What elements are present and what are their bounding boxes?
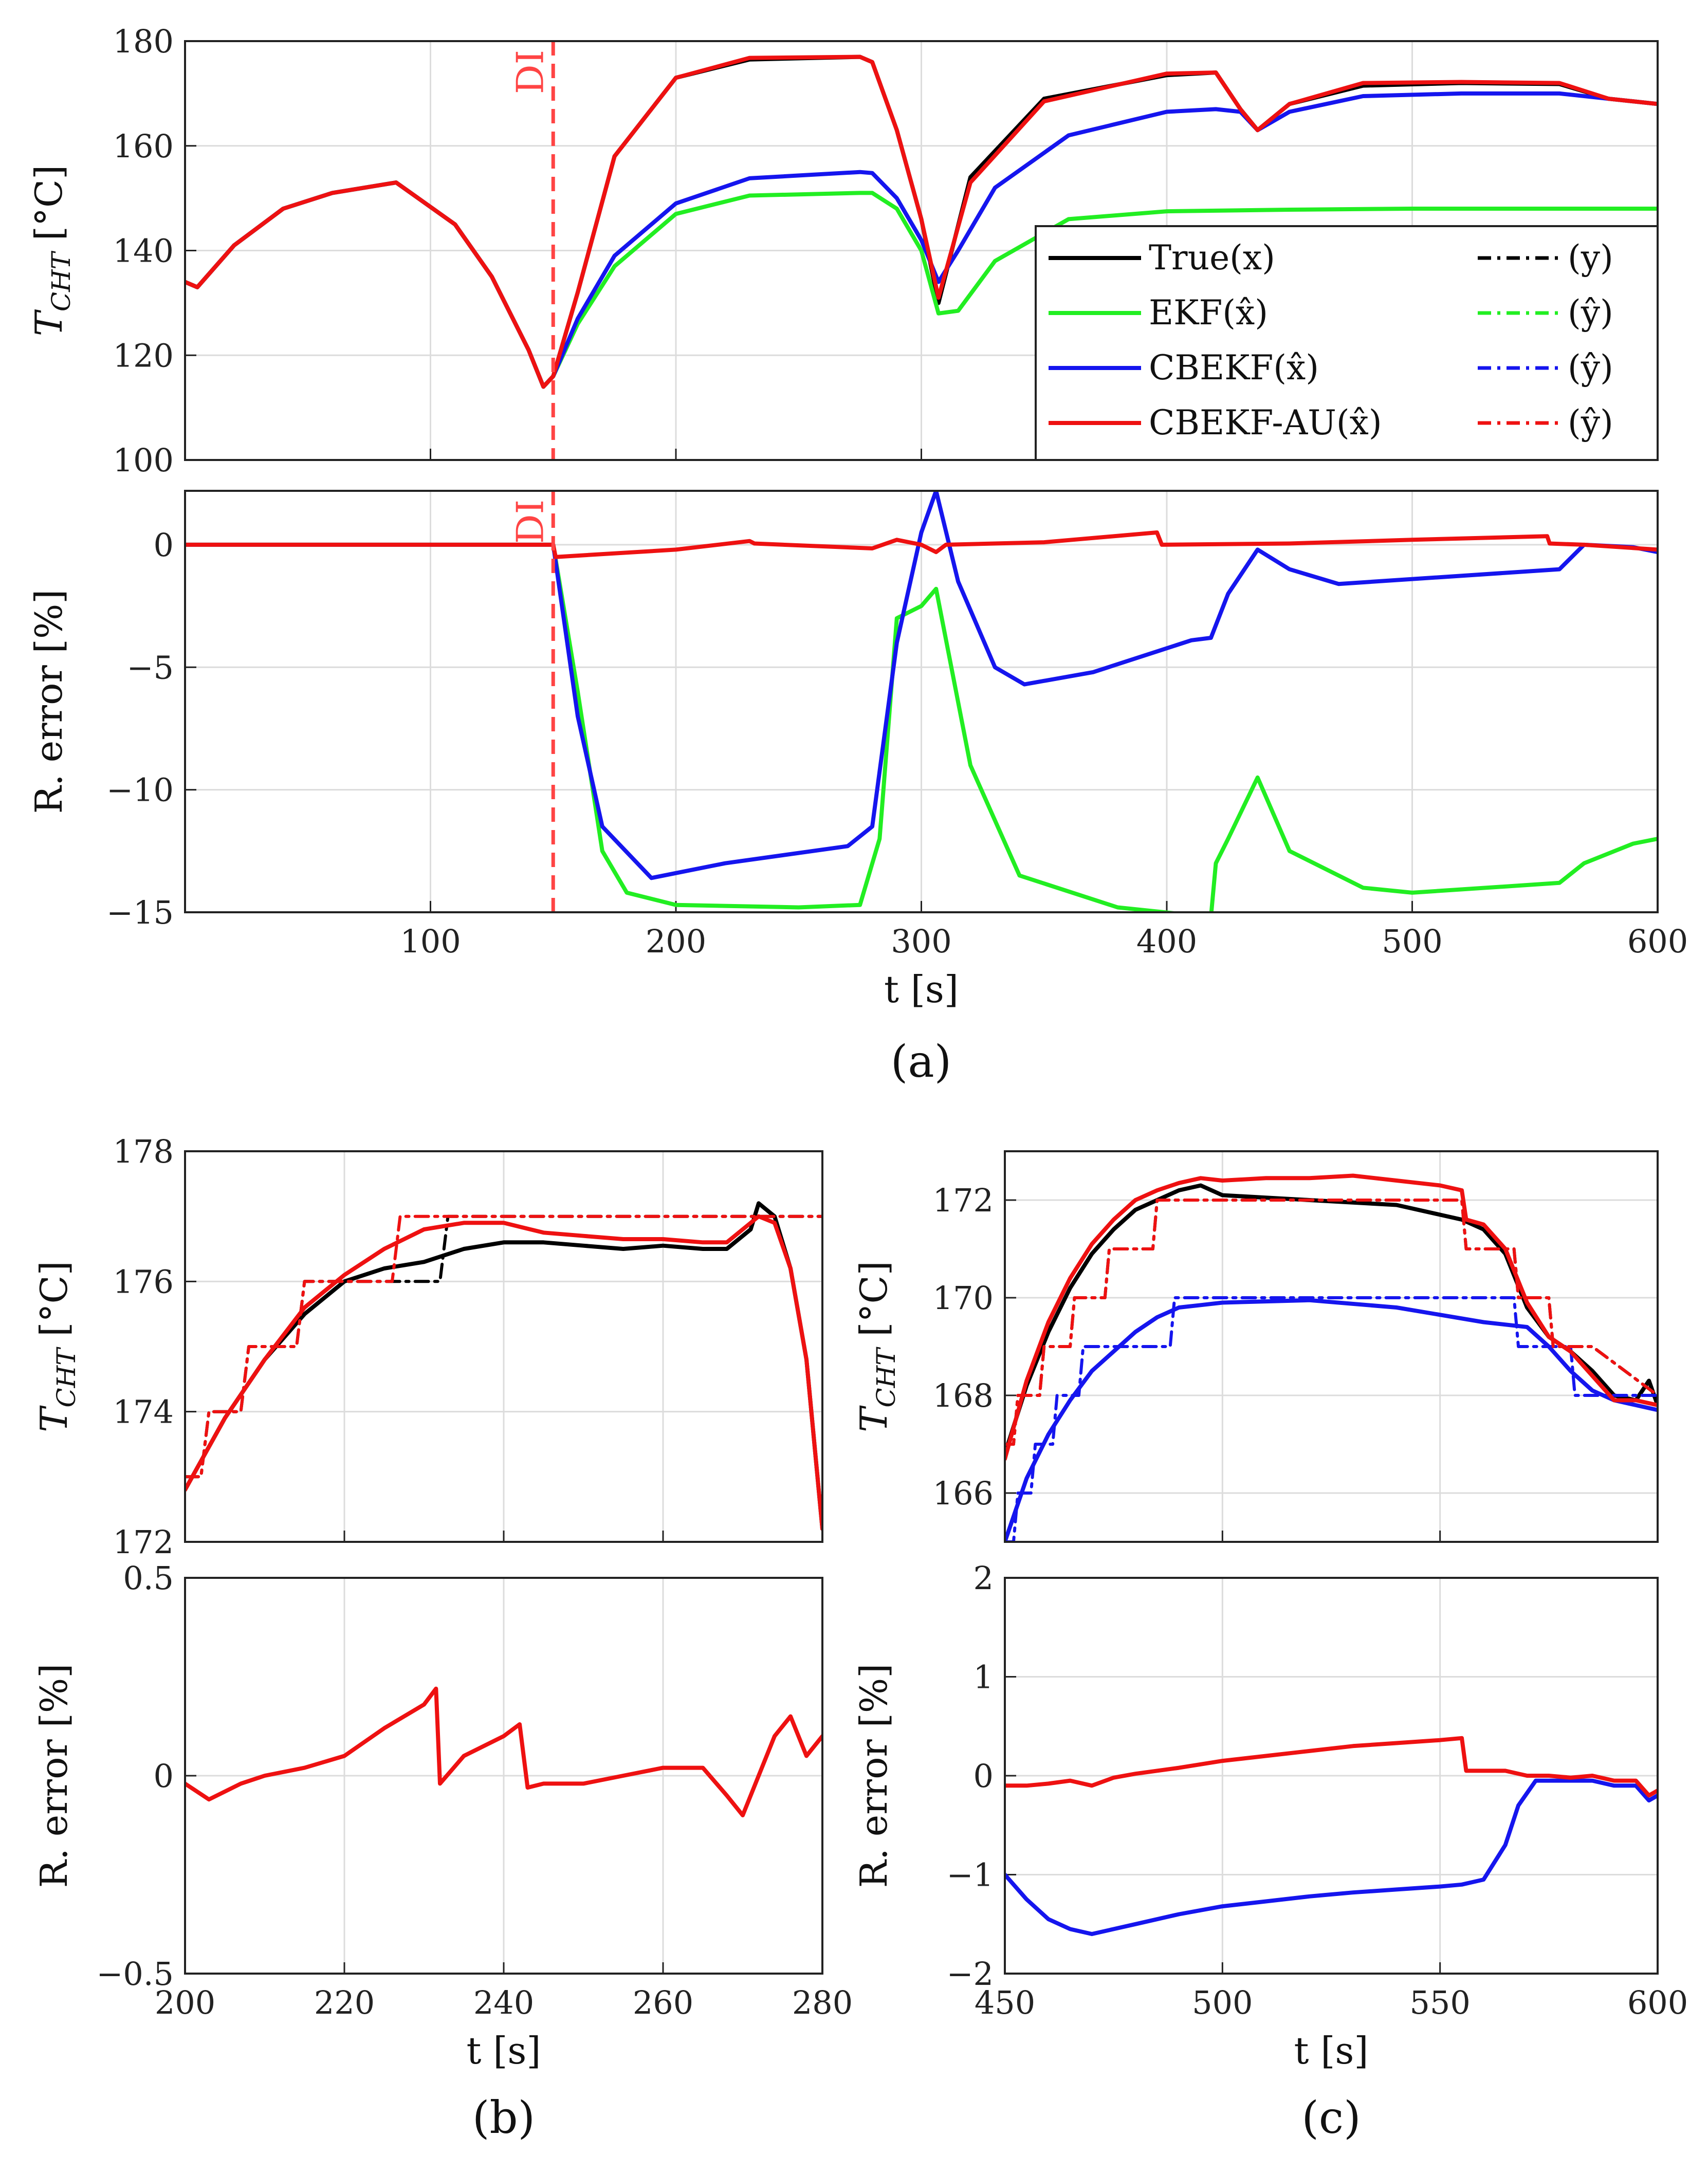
y-axis-label: R. error [%]: [27, 590, 70, 814]
legend-measured-label: (y): [1568, 238, 1613, 278]
y-tick-label: 0: [974, 1757, 994, 1795]
chart-b-bottom: 200 220 240 260 280 −0.5 0 0.5 R. error [%] t [s]: [32, 1559, 853, 2072]
y-tick-label: 176: [113, 1263, 174, 1300]
legend-label: EKF(x̂): [1149, 293, 1268, 333]
x-tick-label: 280: [792, 1984, 853, 2021]
series-line-cbekf-au-x-: [185, 1214, 822, 1531]
series-line-cbekf-au-: [1005, 1199, 1658, 1446]
x-tick-label: 220: [314, 1984, 375, 2021]
series-group: [1005, 1173, 1658, 1542]
plot-frame: [184, 1150, 823, 1543]
series-line-cbekf-x-: [1005, 1298, 1658, 1542]
y-tick-label: 120: [113, 337, 174, 374]
series-line-cbekf-au: [185, 1686, 822, 1817]
x-tick-label: 200: [155, 1984, 215, 2021]
series-group: [185, 491, 1658, 912]
y-tick-label: 166: [933, 1475, 994, 1512]
x-tick-label: 550: [1409, 1984, 1470, 2021]
x-tick-label: 500: [1192, 1984, 1253, 2021]
plot-frame: [184, 1577, 823, 1975]
legend-measured-label: (ŷ): [1568, 293, 1613, 333]
legend-label: CBEKF-AU(x̂): [1149, 403, 1382, 443]
legend-label: CBEKF(x̂): [1149, 348, 1319, 388]
x-tick-label: 240: [473, 1984, 534, 2021]
y-tick-label: −10: [106, 771, 174, 809]
x-tick-label: 200: [646, 923, 706, 960]
series-group: [185, 1201, 822, 1531]
y-tick-label: 172: [933, 1182, 994, 1219]
series-group: [1005, 1736, 1658, 1936]
x-axis-label: t [s]: [884, 968, 959, 1011]
y-tick-label: −5: [127, 649, 174, 686]
x-tick-label: 600: [1627, 923, 1688, 960]
chart-b-top: 172 174 176 178 TCHT [°C]: [32, 1133, 823, 1561]
series-line-true-x-: [1005, 1183, 1658, 1456]
y-axis-label: TCHT [°C]: [32, 1261, 81, 1432]
y-axis-label: R. error [%]: [32, 1664, 76, 1888]
series-line-cbekf-au: [185, 530, 1658, 559]
y-tick-label: 0: [154, 526, 174, 564]
caption-a: (a): [891, 1036, 951, 1088]
plot-frame: [1004, 1150, 1659, 1543]
y-tick-label: 170: [933, 1279, 994, 1317]
series-line-cbekf: [1005, 1778, 1658, 1936]
y-tick-label: 140: [113, 232, 174, 270]
series-group: [185, 54, 1658, 389]
x-axis-label: t [s]: [467, 2029, 541, 2072]
series-line-cbekf-au: [1005, 1736, 1658, 1798]
plot-frame: [1004, 1577, 1659, 1975]
x-tick-label: 500: [1382, 923, 1442, 960]
y-axis-label: TCHT [°C]: [852, 1261, 901, 1432]
y-tick-label: 0.5: [123, 1559, 174, 1597]
y-tick-label: −15: [106, 894, 174, 931]
y-tick-label: 0: [154, 1757, 174, 1795]
chart-c-bottom: 450 500 550 600 −2 −1 0 1 2 R. error [%] t [s]: [852, 1559, 1688, 2072]
x-tick-label: 600: [1627, 1984, 1688, 2021]
y-tick-label: −2: [947, 1955, 994, 1993]
series-group: [185, 1686, 822, 1817]
legend: True(x) (y) EKF(x̂) (ŷ) CBEKF(x̂) (ŷ) CBEKF-AU…: [1035, 225, 1659, 461]
legend-measured-label: (ŷ): [1568, 348, 1613, 388]
x-tick-label: 260: [633, 1984, 693, 2021]
y-axis-label: TCHT [°C]: [27, 165, 76, 336]
x-tick-label: 300: [891, 923, 951, 960]
y-tick-label: −0.5: [96, 1955, 174, 1993]
x-axis-label: t [s]: [1294, 2029, 1369, 2072]
legend-label: True(x): [1149, 238, 1275, 278]
series-line-true-x-: [185, 1201, 822, 1531]
caption-c: (c): [1301, 2092, 1361, 2144]
y-tick-label: 178: [113, 1133, 174, 1170]
y-tick-label: 160: [113, 127, 174, 165]
series-line-cbekf-au-x-: [185, 54, 1658, 389]
y-tick-label: −1: [947, 1856, 994, 1894]
x-tick-label: 450: [975, 1984, 1035, 2021]
plot-frame: [184, 490, 1659, 913]
y-tick-label: 180: [113, 23, 174, 60]
caption-b: (b): [472, 2092, 535, 2144]
y-axis-label: R. error [%]: [852, 1664, 895, 1888]
x-tick-label: 400: [1136, 923, 1197, 960]
y-tick-label: 168: [933, 1377, 994, 1414]
x-tick-label: 100: [400, 923, 461, 960]
series-line-cbekf: [185, 491, 1658, 880]
y-tick-label: 100: [113, 441, 174, 479]
y-tick-label: 1: [974, 1659, 994, 1696]
y-tick-label: 2: [974, 1559, 994, 1597]
series-line-cbekf-au-: [185, 1214, 822, 1479]
series-line-ekf: [185, 542, 1658, 912]
series-line-cbekf-: [1005, 1296, 1658, 1542]
di-annotation: DI: [508, 500, 552, 544]
chart-c-top: 166 168 170 172 TCHT [°C]: [852, 1150, 1659, 1543]
chart-a-bottom: 100 200 300 400 500 600 −15 −10 −5 0 DI R. error [%…: [27, 490, 1688, 1011]
legend-measured-label: (ŷ): [1568, 403, 1613, 443]
di-annotation: DI: [508, 50, 552, 94]
y-tick-label: 172: [113, 1523, 174, 1561]
y-tick-label: 174: [113, 1393, 174, 1431]
